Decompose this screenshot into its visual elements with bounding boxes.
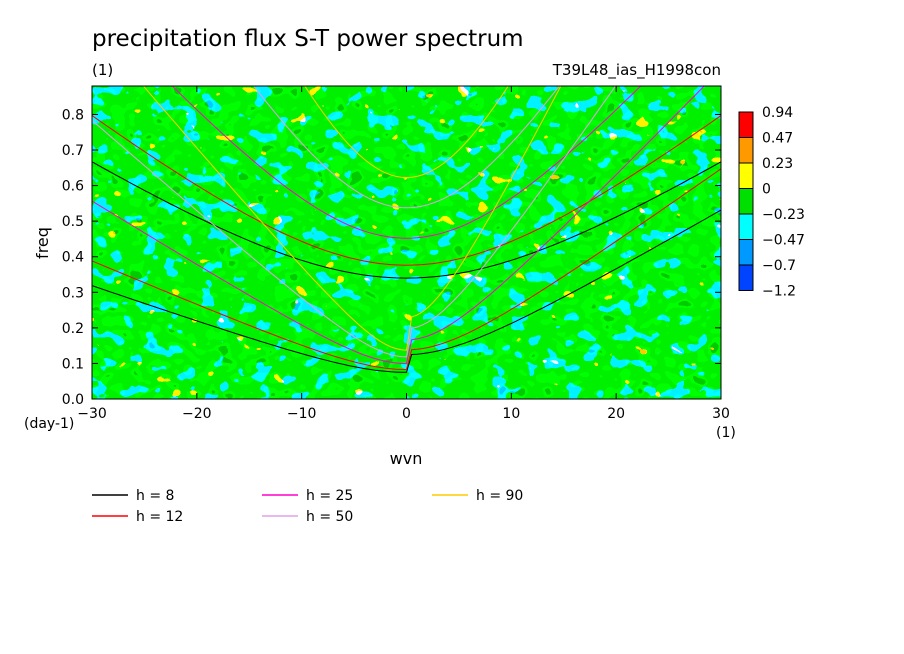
y-axis: 0.0 0.1 0.2 0.3 0.4 0.5 0.6 0.7 0.8 xyxy=(62,107,721,408)
dispersion-curve-kelvin xyxy=(92,209,721,373)
colorbar-swatch xyxy=(738,213,754,240)
colorbar-swatch xyxy=(738,162,754,189)
dispersion-curve-igw xyxy=(92,115,721,266)
colorbar-swatch xyxy=(738,188,754,215)
colorbar-level-label: 0.94 xyxy=(762,105,793,121)
legend-label: h = 12 xyxy=(136,509,183,525)
dispersion-curve-kelvin xyxy=(92,86,617,358)
x-tick-label: 30 xyxy=(712,406,730,422)
colorbar-level-label: −0.23 xyxy=(762,207,805,223)
chart-subtitle-unit: (1) xyxy=(92,61,113,79)
dispersion-curve-igw xyxy=(253,86,560,209)
colorbar-swatch xyxy=(738,111,754,138)
x-tick-label: −20 xyxy=(182,406,212,422)
colorbar-level-label: −0.7 xyxy=(762,258,796,274)
dispersion-curve-igw xyxy=(92,161,721,279)
x-axis: −30 −20 −10 0 10 20 30 xyxy=(77,86,730,422)
y-tick-label: 0.6 xyxy=(62,179,84,195)
x-tick-label: 20 xyxy=(607,406,625,422)
x-tick-label: −10 xyxy=(287,406,317,422)
y-tick-label: 0.3 xyxy=(62,285,84,301)
y-unit-label: (day-1) xyxy=(24,416,74,432)
colorbar: 0.94 0.47 0.23 0 −0.23 −0.47 −0.7 −1.2 xyxy=(738,105,805,300)
plot-area xyxy=(92,86,721,399)
x-tick-label: −30 xyxy=(77,406,107,422)
chart-title: precipitation flux S-T power spectrum xyxy=(92,26,524,52)
dispersion-curve-igw xyxy=(171,86,642,239)
y-tick-label: 0.5 xyxy=(62,214,84,230)
dispersion-curve-igw xyxy=(304,86,509,179)
x-tick-label: 10 xyxy=(502,406,520,422)
y-tick-label: 0.4 xyxy=(62,250,84,266)
colorbar-swatch xyxy=(738,239,754,266)
y-axis-label: freq xyxy=(33,227,52,259)
colorbar-swatch xyxy=(738,137,754,164)
dispersion-curves xyxy=(92,86,721,373)
y-tick-label: 0.2 xyxy=(62,321,84,337)
colorbar-level-label: 0.23 xyxy=(762,156,793,172)
legend: h = 8 h = 12 h = 25 h = 50 h = 90 xyxy=(92,488,523,525)
dispersion-curve-kelvin xyxy=(92,86,706,365)
legend-label: h = 8 xyxy=(136,488,174,504)
colorbar-level-label: −1.2 xyxy=(762,284,796,300)
legend-label: h = 50 xyxy=(306,509,353,525)
y-tick-label: 0.7 xyxy=(62,143,84,159)
y-tick-label: 0.1 xyxy=(62,356,84,372)
y-tick-label: 0.8 xyxy=(62,107,84,123)
legend-label: h = 90 xyxy=(476,488,523,504)
dispersion-curve-kelvin xyxy=(92,168,721,371)
colorbar-level-label: 0.47 xyxy=(762,131,793,147)
colorbar-level-label: −0.47 xyxy=(762,233,805,249)
chart-subtitle-run: T39L48_ias_H1998con xyxy=(552,61,721,80)
x-unit-label: (1) xyxy=(716,425,736,441)
colorbar-swatch xyxy=(738,264,754,291)
x-axis-label: wvn xyxy=(390,449,423,468)
legend-label: h = 25 xyxy=(306,488,353,504)
colorbar-level-label: 0 xyxy=(762,182,771,198)
dispersion-curve-kelvin xyxy=(142,86,562,351)
y-tick-label: 0.0 xyxy=(62,392,84,408)
x-tick-label: 0 xyxy=(402,406,411,422)
spectrum-field xyxy=(92,86,721,399)
